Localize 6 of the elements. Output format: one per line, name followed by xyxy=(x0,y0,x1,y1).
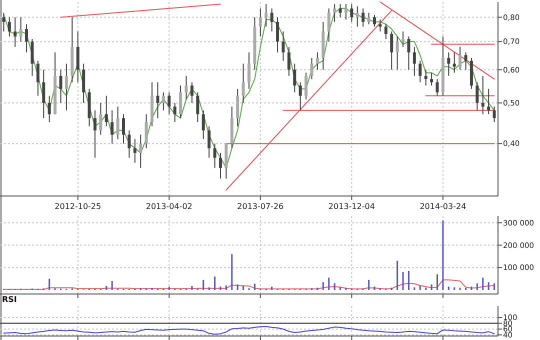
x-tick-label: 2013-04-02 xyxy=(146,202,192,211)
x-tick-label: 2012-10-25 xyxy=(54,202,102,211)
chart-title: RSI xyxy=(2,295,17,304)
x-tick-label: 2014-03-24 xyxy=(420,202,466,211)
x-tick-label: 2013-07-26 xyxy=(237,202,284,211)
x-tick-label: 2013-12-04 xyxy=(328,202,375,211)
